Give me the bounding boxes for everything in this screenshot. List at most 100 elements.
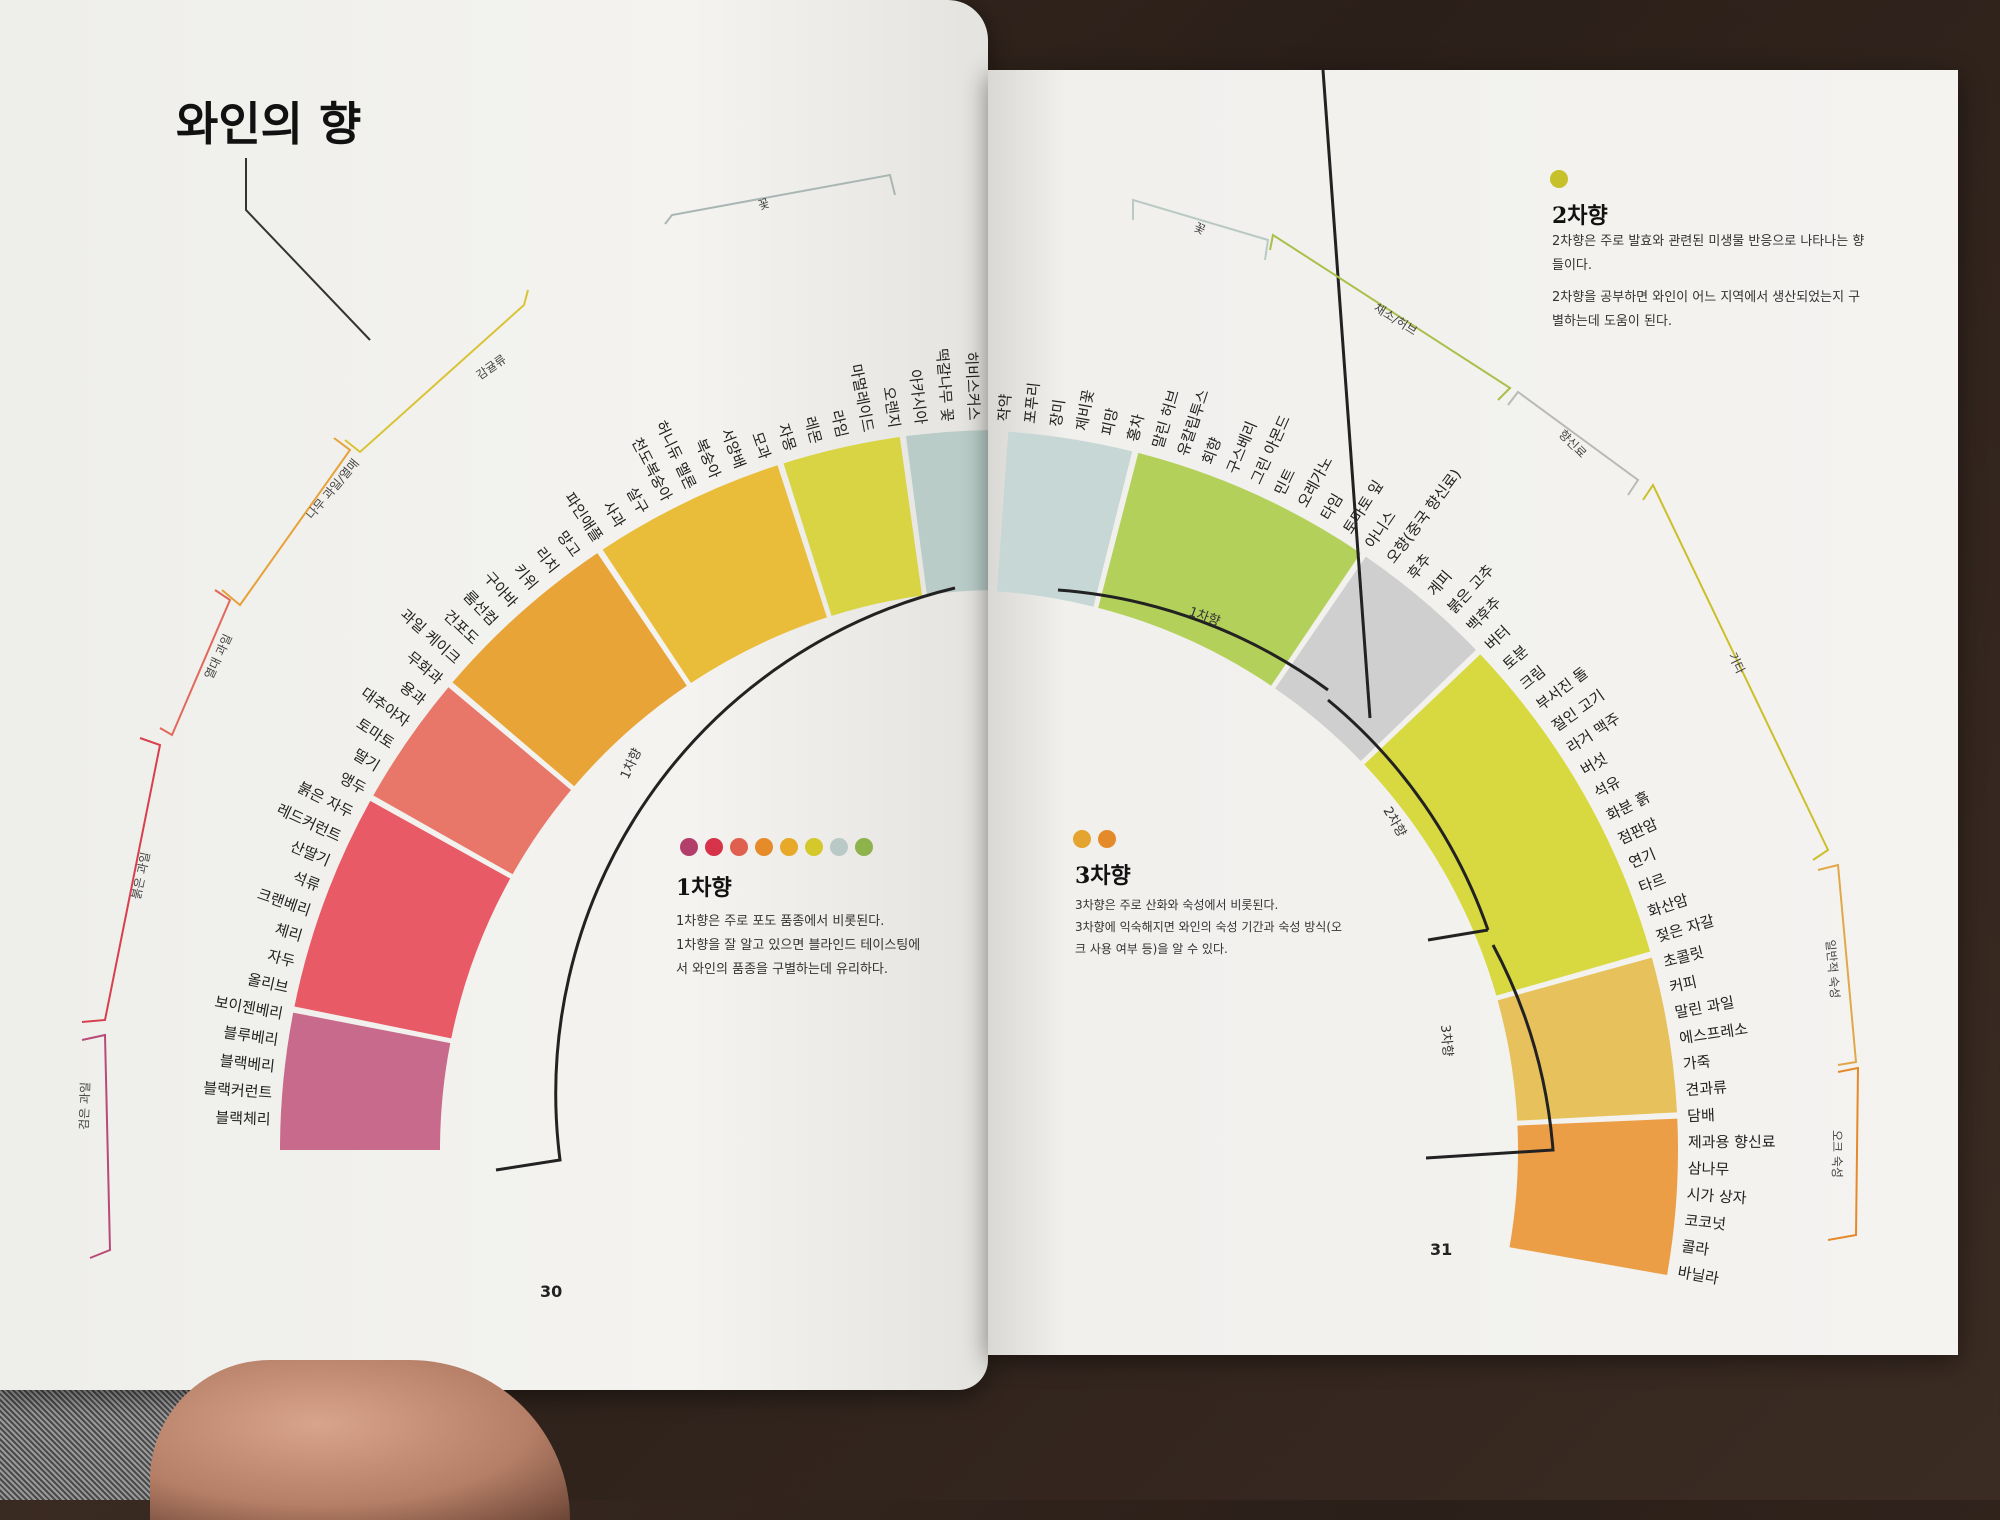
title-pointer-line: [245, 158, 371, 341]
secondary-description: 2차향은 주로 발효와 관련된 미생물 반응으로 나타나는 향들이다. 2차향을…: [1552, 230, 1872, 342]
segment-floral: [906, 430, 988, 595]
aroma-descriptor: 토분: [1499, 642, 1532, 674]
bracket-vegetable-herb: [1269, 233, 1512, 401]
segment-floral: [997, 431, 1133, 607]
group-label-tropical: 열대 과일: [202, 632, 235, 681]
segment-citrus: [783, 437, 923, 616]
aroma-descriptor: 망고: [553, 528, 584, 561]
aroma-descriptor: 점판암: [1615, 815, 1660, 849]
color-dot: [1073, 830, 1091, 848]
inner-arc-tertiary: [1425, 944, 1555, 1160]
aroma-descriptor: 시가 상자: [1686, 1185, 1747, 1207]
segment-tropical-fruit: [373, 687, 572, 875]
color-dot: [805, 838, 823, 856]
aroma-descriptor: 말린 과일: [1673, 993, 1735, 1022]
aroma-descriptor: 포푸리: [1021, 381, 1043, 424]
left-aroma-wheel: 1차향 검은 과일 붉은 과일 열대 과일 나무 과일/열매 감귤류 꽃 블랙체…: [77, 158, 988, 1259]
group-label-other: 기타: [1725, 650, 1747, 676]
inner-arc-secondary: [1327, 698, 1490, 931]
secondary-desc-para: 2차향은 주로 발효와 관련된 미생물 반응으로 나타나는 향들이다.: [1552, 234, 1865, 273]
aroma-descriptor: 석유: [1591, 773, 1624, 802]
aroma-descriptor: 제과용 향신료: [1688, 1133, 1776, 1151]
segment-vegetable-herb: [1098, 452, 1361, 686]
page-title: 와인의 향: [176, 97, 362, 151]
group-label-floral: 꽃: [1192, 220, 1208, 237]
segment-red-fruit: [294, 800, 511, 1039]
aroma-descriptor: 계피: [1424, 567, 1456, 600]
aroma-descriptor: 오렌지: [879, 385, 903, 429]
bracket-general-aging: [1817, 863, 1858, 1066]
aroma-descriptor: 사과: [599, 498, 629, 531]
aroma-descriptor: 크랜베리: [255, 885, 313, 920]
aroma-descriptor: 모과: [748, 430, 774, 462]
ring-label-primary: 1차향: [618, 746, 645, 782]
inner-arc-primary: [495, 586, 956, 1172]
left-page: 와인의 향 1차향 검은 과일 붉은 과일 열대 과일 나무 과일/열매 감귤류…: [0, 0, 988, 1390]
aroma-descriptor: 피망: [1098, 406, 1121, 437]
aroma-descriptor: 앵두: [336, 769, 369, 798]
bracket-tropical-fruit: [159, 589, 232, 737]
aroma-descriptor: 바닐라: [1676, 1263, 1720, 1288]
aroma-descriptor: 키위: [510, 561, 542, 594]
aroma-descriptor: 제비꽃: [1073, 388, 1098, 432]
aroma-descriptor: 블랙베리: [219, 1052, 276, 1076]
ring-label-tertiary: 3차향: [1437, 1024, 1455, 1057]
secondary-heading: 2차향: [1552, 203, 1608, 229]
bracket-black-fruit: [81, 1033, 112, 1259]
segment-tree-fruit-2: [602, 465, 827, 684]
color-dot: [680, 838, 698, 856]
aroma-descriptor: 리치: [531, 544, 562, 577]
aroma-descriptor: 서양배: [717, 426, 749, 471]
bracket-spice: [1507, 390, 1640, 496]
aroma-descriptor: 가죽: [1682, 1052, 1712, 1073]
bracket-floral: [1132, 198, 1270, 261]
color-dot: [855, 838, 873, 856]
inner-arc-primary: [1057, 588, 1329, 692]
color-dot: [780, 838, 798, 856]
ring-divider: [1321, 70, 1372, 719]
aroma-descriptor: 블랙체리: [215, 1109, 271, 1129]
ring-divider: [1427, 928, 1489, 942]
aroma-descriptor: 작약: [995, 393, 1015, 422]
color-dot: [1098, 830, 1116, 848]
aroma-descriptor: 체리: [273, 920, 305, 945]
aroma-descriptor: 연기: [1626, 845, 1658, 872]
aroma-descriptor: 삼나무: [1688, 1159, 1730, 1178]
aroma-descriptor: 회향: [1199, 435, 1226, 467]
segment-tree-fruit: [452, 553, 687, 787]
page-number: 31: [1430, 1240, 1453, 1259]
aroma-descriptor: 후추: [1404, 550, 1435, 583]
aroma-descriptor: 블랙커런트: [203, 1079, 273, 1102]
aroma-descriptor: 자몽: [774, 422, 799, 454]
segment-spice: [1275, 556, 1476, 761]
aroma-descriptor: 화산암: [1645, 891, 1690, 921]
primary-description: 1차향은 주로 포도 품종에서 비롯된다. 1차향을 잘 알고 있으면 블라인드…: [676, 910, 976, 982]
aroma-descriptor: 보이젠베리: [213, 993, 284, 1023]
aroma-descriptor: 코코넛: [1684, 1211, 1727, 1233]
aroma-descriptor: 견과류: [1685, 1078, 1728, 1099]
aroma-descriptor: 홍차: [1124, 412, 1148, 443]
aroma-descriptor: 살구: [623, 484, 652, 517]
aroma-descriptor: 장미: [1047, 398, 1069, 428]
group-label-tree-fruit: 나무 과일/열매: [304, 456, 362, 522]
color-dot: [705, 838, 723, 856]
aroma-descriptor: 자두: [266, 946, 297, 970]
primary-desc-line: 1차향을 잘 알고 있으면 블라인드 테이스팅에: [676, 938, 921, 953]
primary-color-dots: [680, 838, 873, 856]
segment-other: [1364, 654, 1651, 996]
right-page: 1차향 2차향 3차향 꽃 채소/허브 향신료 기타 일반적 숙성 오크 숙성 …: [988, 70, 1958, 1355]
aroma-descriptor: 버터: [1481, 622, 1513, 654]
aroma-descriptor: 올리브: [246, 970, 291, 997]
aroma-descriptor: 마멀레이드: [847, 362, 878, 433]
aroma-descriptor: 석류: [290, 868, 322, 895]
aroma-descriptor: 민트: [1271, 465, 1300, 498]
aroma-descriptor: 딸기: [350, 745, 383, 775]
aroma-descriptor: 크림: [1516, 662, 1549, 693]
tertiary-heading: 3차향: [1075, 863, 1131, 889]
tertiary-desc-para: 3차향에 익숙해지면 와인의 숙성 기간과 숙성 방식(오크 사용 여부 등)을…: [1075, 920, 1343, 956]
group-label-oak-aging: 오크 숙성: [1830, 1130, 1844, 1178]
aroma-descriptor: 산딸기: [288, 837, 333, 870]
aroma-descriptor: 아카시아: [906, 368, 930, 425]
aroma-descriptor: 타르: [1636, 870, 1668, 897]
aroma-descriptor: 초콜릿: [1661, 943, 1706, 971]
